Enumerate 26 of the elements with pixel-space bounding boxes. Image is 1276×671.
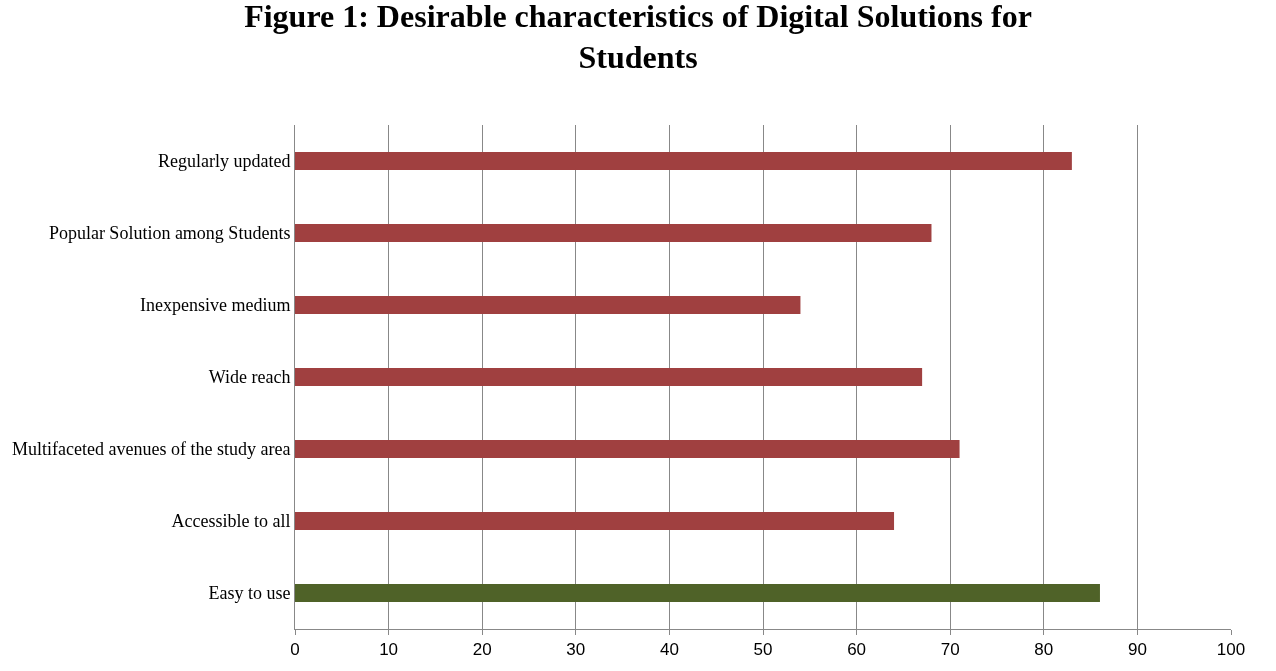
x-tick-label: 100 xyxy=(1216,640,1246,660)
x-tick-label: 30 xyxy=(566,640,586,660)
y-tick-label: Wide reach xyxy=(208,367,291,388)
bar xyxy=(295,440,960,458)
y-tick-label: Inexpensive medium xyxy=(139,295,291,316)
bar xyxy=(295,224,932,242)
x-tick-label: 10 xyxy=(379,640,399,660)
bar xyxy=(295,296,801,314)
x-tick-label: 90 xyxy=(1127,640,1147,660)
bar xyxy=(295,512,895,530)
chart-title: Figure 1: Desirable characteristics of Digital Solutions for Students xyxy=(244,0,1032,76)
x-tick-label: 0 xyxy=(290,640,300,660)
x-tick-label: 80 xyxy=(1034,640,1054,660)
y-tick-label: Popular Solution among Students xyxy=(48,223,291,244)
x-tick-label: 40 xyxy=(659,640,679,660)
bar xyxy=(295,152,1072,170)
y-tick-label: Multifaceted avenues of the study area xyxy=(12,439,291,460)
x-tick-label: 60 xyxy=(847,640,867,660)
y-tick-label: Regularly updated xyxy=(157,151,291,172)
bar xyxy=(295,584,1100,602)
x-tick-label: 50 xyxy=(753,640,773,660)
x-tick-label: 70 xyxy=(940,640,960,660)
bar xyxy=(295,368,923,386)
y-tick-label: Accessible to all xyxy=(171,511,291,532)
y-tick-label: Easy to use xyxy=(208,583,291,604)
x-tick-label: 20 xyxy=(472,640,492,660)
